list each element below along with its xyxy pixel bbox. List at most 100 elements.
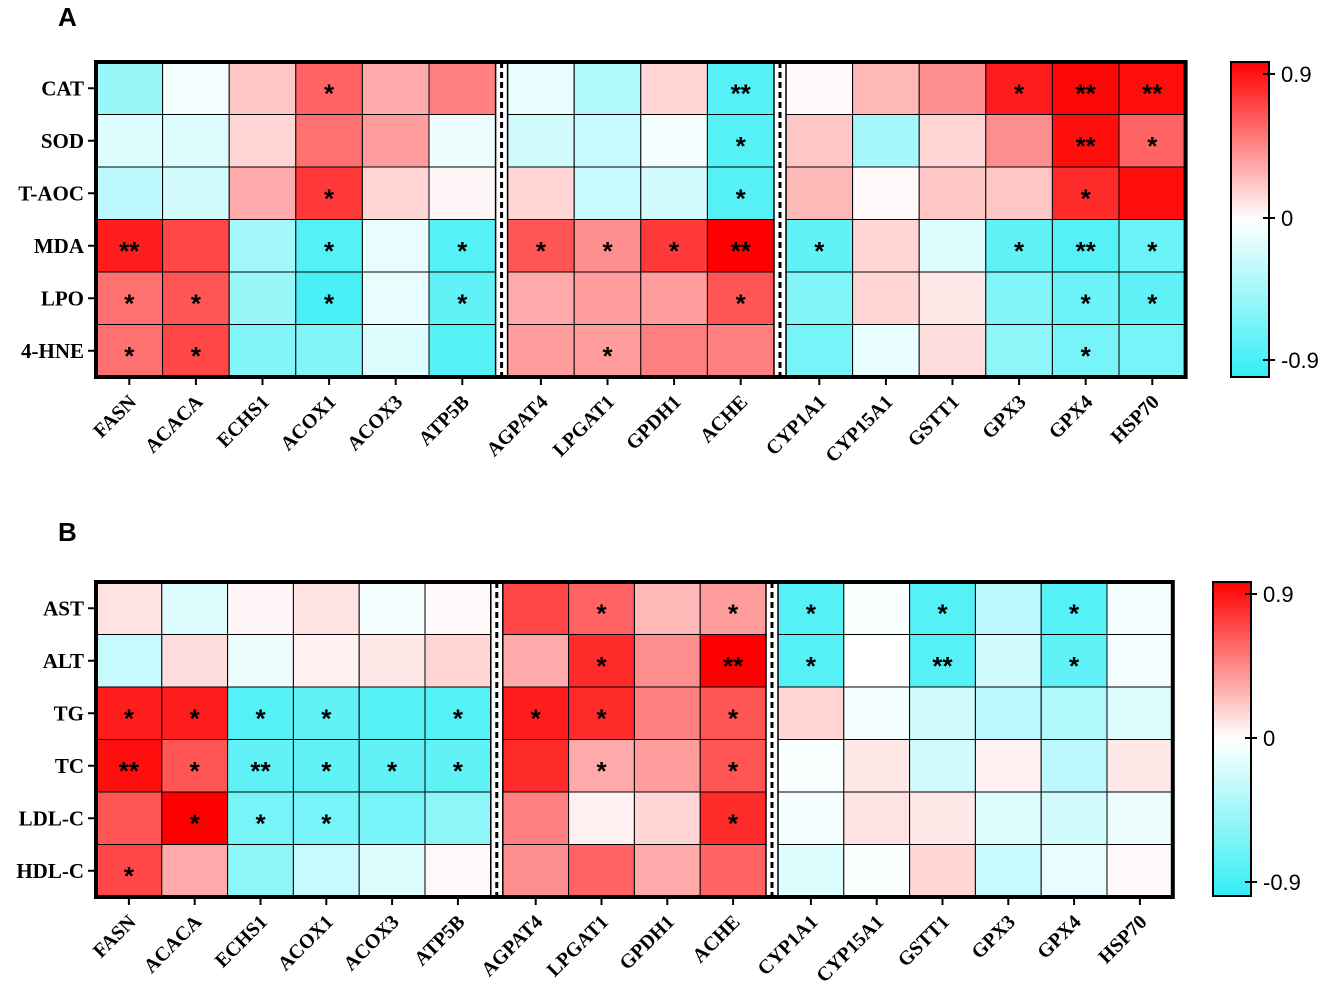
cell-mda-acaca: [162, 219, 230, 273]
panel-letter: B: [58, 517, 77, 547]
cell-4-hne-cyp15a1: [852, 324, 920, 378]
cell-tc-lpgat1: [568, 739, 635, 793]
cell-t-aoc-lpgat1: [573, 166, 642, 220]
cell-tg-gpx4: [1040, 686, 1108, 740]
cell-tg-acox1: [292, 686, 360, 740]
significance-mark: *: [255, 703, 266, 733]
cell-ast-hsp70: [1106, 581, 1174, 635]
significance-mark: *: [602, 236, 613, 266]
col-label-gpx3: GPX3: [978, 391, 1030, 443]
col-label-cyp1a1: CYP1A1: [762, 391, 831, 460]
cell-tc-agpat4: [502, 739, 570, 793]
cell-sod-ache: [706, 114, 775, 168]
cell-tc-cyp1a1: [777, 739, 845, 793]
significance-mark: *: [124, 288, 135, 318]
col-label-cyp15a1: CYP15A1: [812, 911, 888, 987]
cell-tc-gpx4: [1040, 739, 1108, 793]
significance-mark: *: [324, 78, 335, 108]
col-label-gpx3: GPX3: [967, 911, 1019, 963]
cell-hdl-c-gpx4: [1040, 844, 1108, 898]
cell-tg-gpx3: [974, 686, 1042, 740]
cell-ldl-c-cyp15a1: [843, 791, 911, 845]
cell-cat-echs1: [228, 61, 297, 115]
cell-sod-acox3: [361, 114, 430, 168]
cell-tg-agpat4: [502, 686, 570, 740]
significance-mark: *: [453, 703, 464, 733]
cell-cat-acox3: [361, 61, 430, 115]
col-label-fasn: FASN: [89, 911, 141, 963]
panel-letter: A: [58, 2, 77, 32]
cell-hdl-c-cyp1a1: [777, 844, 845, 898]
col-label-gpx4: GPX4: [1045, 391, 1097, 443]
colorbar-label-min: -0.9: [1281, 348, 1319, 373]
significance-mark: **: [731, 78, 752, 108]
cell-sod-agpat4: [507, 114, 575, 168]
cell-cat-acaca: [162, 61, 230, 115]
cell-mda-ache: [706, 219, 775, 273]
cell-mda-lpgat1: [573, 219, 642, 273]
cell-4-hne-gpdh1: [640, 324, 708, 378]
cell-alt-agpat4: [502, 634, 570, 688]
cell-mda-acox3: [361, 219, 430, 273]
cell-sod-lpgat1: [573, 114, 642, 168]
cell-alt-acaca: [161, 634, 229, 688]
cell-mda-echs1: [228, 219, 297, 273]
panel-b: B* * * * ** ** * ** ** * * * * * * *** * ** * * * * ** * * **ASTA…: [16, 517, 1301, 987]
cell-t-aoc-cyp1a1: [785, 166, 854, 220]
significance-mark: *: [324, 288, 335, 318]
cell-sod-cyp1a1: [785, 114, 854, 168]
row-label-cat: CAT: [41, 76, 84, 100]
cell-mda-gpx4: [1051, 219, 1120, 273]
cell-tg-fasn: [95, 686, 163, 740]
cell-cat-acox1: [295, 61, 363, 115]
colorbar-label-min: -0.9: [1263, 870, 1301, 895]
cell-t-aoc-fasn: [95, 166, 164, 220]
cell-4-hne-acox1: [295, 324, 363, 378]
cell-ldl-c-agpat4: [502, 791, 570, 845]
col-label-echs1: ECHS1: [211, 911, 272, 972]
col-label-gpdh1: GPDH1: [622, 391, 685, 454]
col-label-gstt1: GSTT1: [904, 391, 964, 451]
significance-mark: *: [736, 131, 747, 161]
cell-4-hne-cyp1a1: [785, 324, 854, 378]
significance-mark: *: [602, 341, 613, 371]
cell-ldl-c-fasn: [95, 791, 163, 845]
significance-mark: *: [596, 703, 607, 733]
cell-mda-gpx3: [985, 219, 1053, 273]
cell-hdl-c-lpgat1: [568, 844, 635, 898]
cell-alt-hsp70: [1106, 634, 1174, 688]
cell-t-aoc-agpat4: [507, 166, 575, 220]
cell-hdl-c-acaca: [161, 844, 229, 898]
significance-mark: *: [1081, 341, 1092, 371]
cell-tg-cyp1a1: [777, 686, 845, 740]
col-label-acox1: ACOX1: [276, 391, 340, 455]
cell-mda-fasn: [95, 219, 164, 273]
group-gap: [495, 62, 508, 377]
cell-alt-echs1: [227, 634, 294, 688]
significance-mark: **: [119, 756, 140, 786]
col-label-lpgat1: LPGAT1: [543, 911, 613, 981]
row-label-tg: TG: [54, 701, 84, 725]
significance-mark: *: [1147, 288, 1158, 318]
cell-alt-gpx3: [974, 634, 1042, 688]
significance-mark: *: [190, 703, 201, 733]
row-label-mda: MDA: [34, 234, 85, 258]
cell-lpo-acox3: [361, 271, 430, 325]
cell-lpo-ache: [706, 271, 775, 325]
cell-ast-acox3: [358, 581, 426, 635]
colorbar-label-max: 0.9: [1263, 582, 1294, 607]
cell-ldl-c-cyp1a1: [777, 791, 845, 845]
cell-tg-acox3: [358, 686, 426, 740]
col-label-acaca: ACACA: [141, 391, 208, 458]
significance-mark: *: [324, 183, 335, 213]
colorbar-label-mid: 0: [1263, 726, 1275, 751]
cell-t-aoc-acox3: [361, 166, 430, 220]
cell-ldl-c-gpx4: [1040, 791, 1108, 845]
cell-4-hne-hsp70: [1118, 324, 1187, 378]
cell-tc-gstt1: [909, 739, 976, 793]
significance-mark: *: [124, 861, 135, 891]
cell-sod-fasn: [95, 114, 164, 168]
cell-mda-cyp15a1: [852, 219, 920, 273]
cell-mda-cyp1a1: [785, 219, 854, 273]
